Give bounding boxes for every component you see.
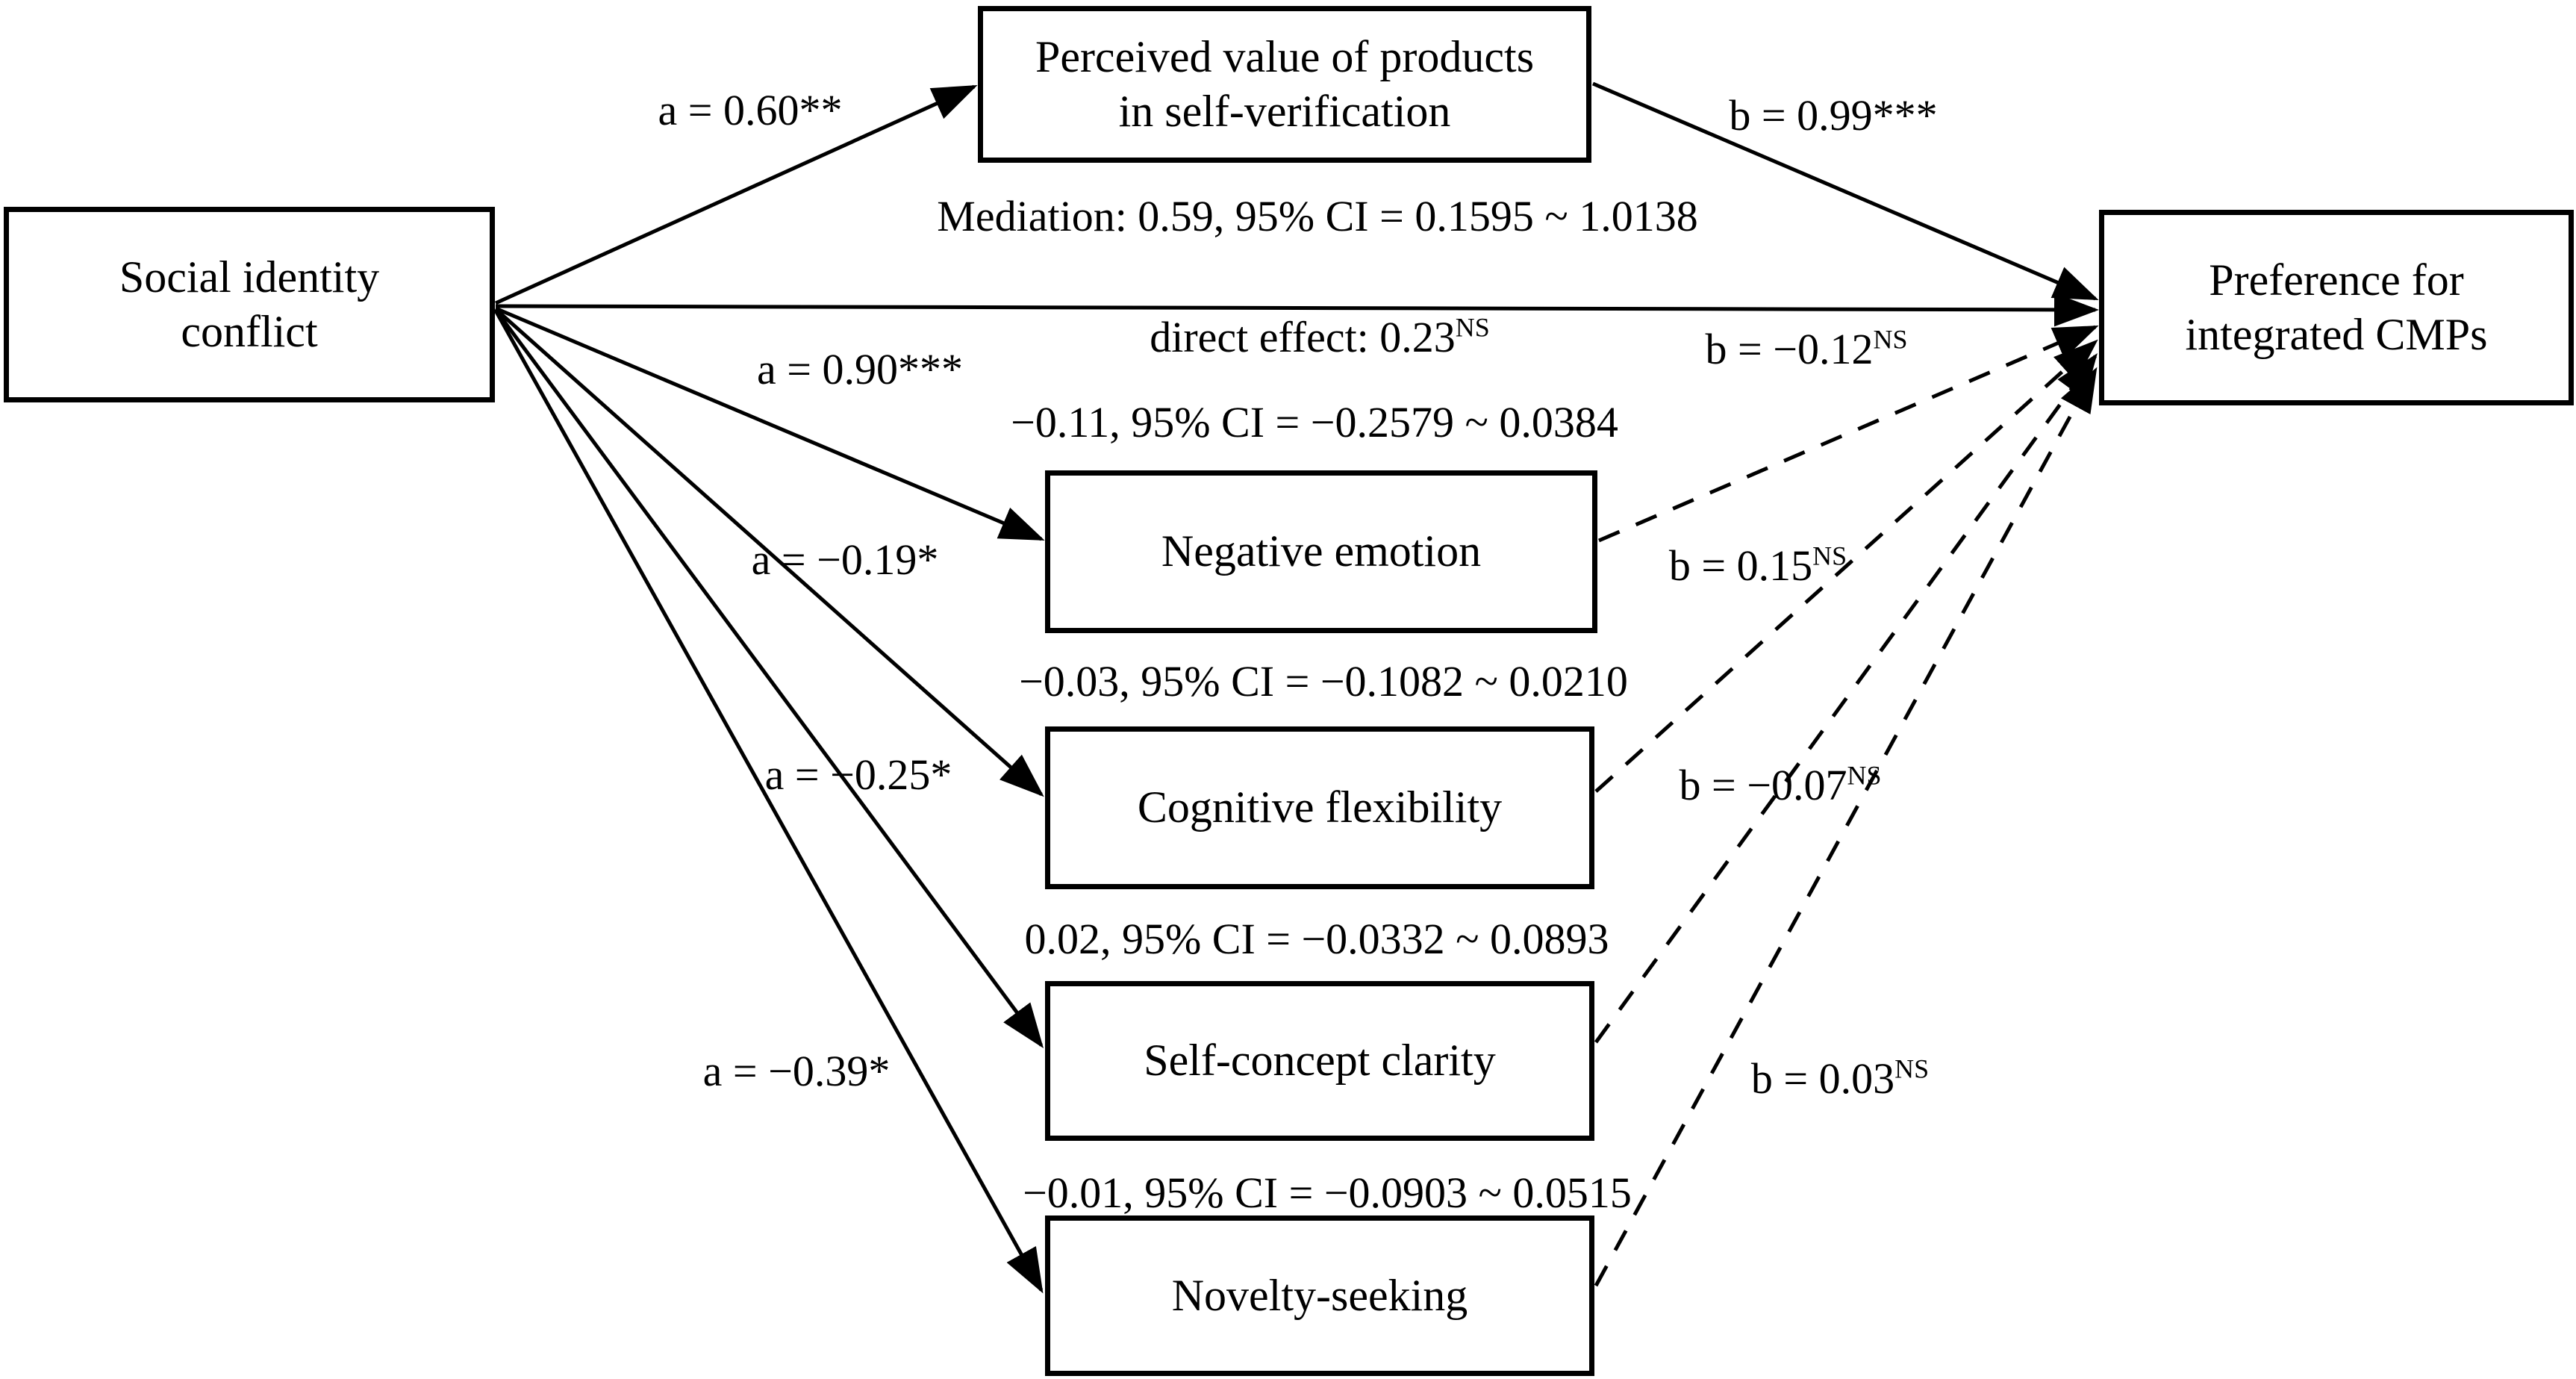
node-label-line: Social identity [119,252,380,302]
node-label-line: Self-concept clarity [1144,1036,1496,1086]
node-self-concept-clarity: Self-concept clarity [1045,981,1594,1141]
node-negative-emotion: Negative emotion [1045,470,1597,633]
path-label-b-cognitive-flexibility: b = 0.15NS [1668,541,1847,590]
arrow-negative-emotion-to-preference [1598,325,2099,543]
arrow-sic-to-cognitive-flexibility [494,308,1044,797]
path-label-b-novelty-seeking: b = 0.03NS [1750,1053,1930,1103]
arrow-sic-to-preference-direct [495,293,2099,327]
node-label-line: Novelty-seeking [1171,1270,1468,1320]
sig-superscript: NS [1847,760,1882,791]
mediation-estimate-perceived-value: Mediation: 0.59, 95% CI = 0.1595 ~ 1.013… [937,192,1698,240]
mediation-ci-negative-emotion: −0.11, 95% CI = −0.2579 ~ 0.0384 [1011,398,1618,446]
node-cognitive-flexibility: Cognitive flexibility [1045,726,1594,889]
arrow-perceived-value-to-preference [1592,81,2099,301]
arrow-novelty-seeking-to-preference [1594,367,2098,1287]
path-label-a-cognitive-flexibility: a = −0.19* [751,535,939,584]
direct-effect-label: direct effect: 0.23NS [1150,312,1490,361]
mediation-ci-self-concept-clarity: 0.02, 95% CI = −0.0332 ~ 0.0893 [1024,915,1609,963]
sig-superscript: NS [1873,324,1908,355]
sig-superscript: NS [1455,312,1490,343]
arrow-sic-to-perceived-value [494,84,978,305]
arrow-sic-to-self-concept-clarity [493,308,1044,1049]
path-label-b-self-concept-clarity: b = −0.07NS [1679,760,1882,809]
node-label-line: integrated CMPs [2185,310,2488,359]
path-label-a-self-concept-clarity: a = −0.25* [764,750,952,799]
node-label-line: Preference for [2209,255,2464,305]
node-preference-integrated-cmps: Preference for integrated CMPs [2099,210,2574,405]
mediation-ci-novelty-seeking: −0.01, 95% CI = −0.0903 ~ 0.0515 [1023,1168,1632,1217]
node-label-line: Perceived value of products [1035,31,1535,81]
sig-superscript: NS [1894,1053,1930,1084]
arrow-cognitive-flexibility-to-preference [1594,339,2098,793]
mediation-ci-cognitive-flexibility: −0.03, 95% CI = −0.1082 ~ 0.0210 [1019,657,1628,706]
path-label-b-perceived-value: b = 0.99*** [1729,91,1938,140]
path-label-b-negative-emotion: b = −0.12NS [1705,324,1908,373]
path-label-a-perceived-value: a = 0.60** [658,86,843,134]
node-novelty-seeking: Novelty-seeking [1045,1215,1594,1376]
path-label-a-negative-emotion: a = 0.90*** [757,345,963,393]
sig-superscript: NS [1812,541,1847,571]
node-label-line: Negative emotion [1161,526,1482,576]
arrow-sic-to-novelty-seeking [493,309,1044,1294]
node-social-identity-conflict: Social identity conflict [4,207,495,402]
node-label-line: Cognitive flexibility [1137,782,1503,832]
arrow-sic-to-negative-emotion [495,306,1045,541]
path-label-a-novelty-seeking: a = −0.39* [702,1047,891,1095]
node-perceived-value-self-verification: Perceived value of products in self-veri… [978,6,1591,163]
node-label-line: conflict [181,307,318,356]
node-label-line: in self-verification [1118,87,1451,136]
arrow-self-concept-clarity-to-preference [1594,352,2098,1044]
